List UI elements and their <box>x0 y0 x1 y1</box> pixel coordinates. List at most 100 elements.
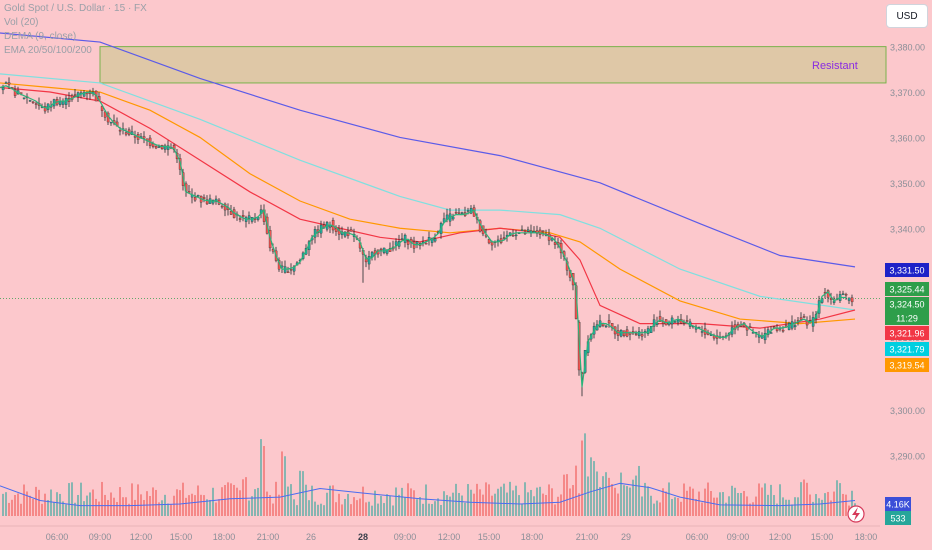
candle-body <box>211 199 215 204</box>
candle-body <box>289 269 293 271</box>
candle-body <box>541 230 545 232</box>
candle <box>286 266 290 274</box>
volume-bar <box>308 500 310 516</box>
volume-bar <box>614 487 616 516</box>
volume-bar <box>686 490 688 516</box>
lightning-icon-bolt <box>852 507 860 521</box>
candle-body <box>286 271 290 274</box>
volume-bar <box>8 502 10 516</box>
candle-body <box>685 320 689 322</box>
volume-indicator-label[interactable]: Vol (20) <box>4 17 39 28</box>
volume-bar <box>32 498 34 516</box>
volume-bar <box>14 495 16 516</box>
candle-body <box>799 317 803 320</box>
candle-body <box>415 241 419 244</box>
volume-bar <box>242 479 244 516</box>
volume-bar <box>569 488 571 516</box>
volume-bar <box>110 492 112 516</box>
candle-body <box>166 145 170 150</box>
volume-bar <box>713 497 715 516</box>
volume-bar <box>593 461 595 516</box>
x-tick-label: 28 <box>358 532 368 542</box>
volume-bar <box>737 492 739 516</box>
volume-bar <box>230 483 232 516</box>
candle <box>514 230 518 240</box>
volume-bar <box>392 505 394 516</box>
candle-body <box>700 331 704 333</box>
volume-bar <box>152 487 154 516</box>
candle-body <box>124 132 128 135</box>
symbol-title[interactable]: Gold Spot / U.S. Dollar · 15 · FX <box>4 3 147 14</box>
candle <box>520 225 524 231</box>
volume-bar <box>668 482 670 516</box>
x-tick-label: 06:00 <box>686 532 709 542</box>
volume-bar <box>719 492 721 516</box>
y-tick-label: 3,300.00 <box>890 406 925 416</box>
volume-bar <box>749 503 751 516</box>
candle-body <box>400 238 404 240</box>
volume-bar <box>779 484 781 516</box>
volume-bar <box>851 490 853 516</box>
volume-bar <box>317 504 319 516</box>
candle <box>103 110 107 121</box>
volume-bar <box>371 505 373 516</box>
candle-body <box>676 319 680 323</box>
volume-bar <box>362 486 364 516</box>
volume-bar <box>116 501 118 516</box>
volume-bar <box>305 484 307 516</box>
currency-button[interactable]: USD <box>886 4 928 28</box>
volume-bar <box>59 493 61 516</box>
ema-indicator-label[interactable]: EMA 20/50/100/200 <box>4 45 92 56</box>
volume-bar <box>716 497 718 516</box>
volume-bar <box>596 471 598 516</box>
candle <box>349 226 353 232</box>
candle-body <box>103 111 107 118</box>
volume-bar <box>5 492 7 516</box>
candle <box>124 128 128 137</box>
volume-bar <box>17 493 19 516</box>
candle <box>685 315 689 323</box>
volume-bar <box>734 487 736 516</box>
volume-bar <box>494 493 496 516</box>
volume-bar <box>464 502 466 516</box>
volume-bar <box>383 503 385 516</box>
volume-bar <box>296 505 298 516</box>
candle <box>142 131 146 144</box>
volume-label-text: 533 <box>890 514 905 524</box>
volume-bar <box>650 495 652 516</box>
price-label-ema20: 3,321.96 <box>885 326 929 340</box>
price-label-text: 11:29 <box>896 314 918 324</box>
ema50-line <box>0 82 856 325</box>
volume-bar <box>566 474 568 516</box>
volume-bar <box>656 500 658 516</box>
volume-bar <box>584 433 586 516</box>
candle-body <box>466 210 470 212</box>
volume-bar <box>335 502 337 516</box>
x-tick-label: 15:00 <box>170 532 193 542</box>
x-tick-label: 29 <box>621 532 631 542</box>
volume-bar <box>530 489 532 516</box>
volume-label-box <box>885 511 911 525</box>
candle <box>289 263 293 275</box>
price-label-text: 3,319.54 <box>889 361 924 371</box>
candle <box>487 238 491 245</box>
candle <box>133 130 137 144</box>
volume-bar <box>359 498 361 516</box>
volume-bar <box>641 496 643 516</box>
volume-bar <box>431 504 433 516</box>
candle <box>847 297 851 304</box>
volume-bar <box>98 501 100 516</box>
candle-body <box>13 89 17 96</box>
volume-bar <box>233 484 235 516</box>
volume-bar <box>179 490 181 516</box>
x-tick-label: 09:00 <box>727 532 750 542</box>
volume-bar <box>155 489 157 516</box>
dema-indicator-label[interactable]: DEMA (9, close) <box>4 31 77 42</box>
candle <box>844 292 848 300</box>
volume-bar <box>191 493 193 516</box>
candle-body <box>193 197 197 201</box>
volume-bar <box>299 470 301 516</box>
candle <box>13 85 17 99</box>
volume-bar <box>428 503 430 516</box>
